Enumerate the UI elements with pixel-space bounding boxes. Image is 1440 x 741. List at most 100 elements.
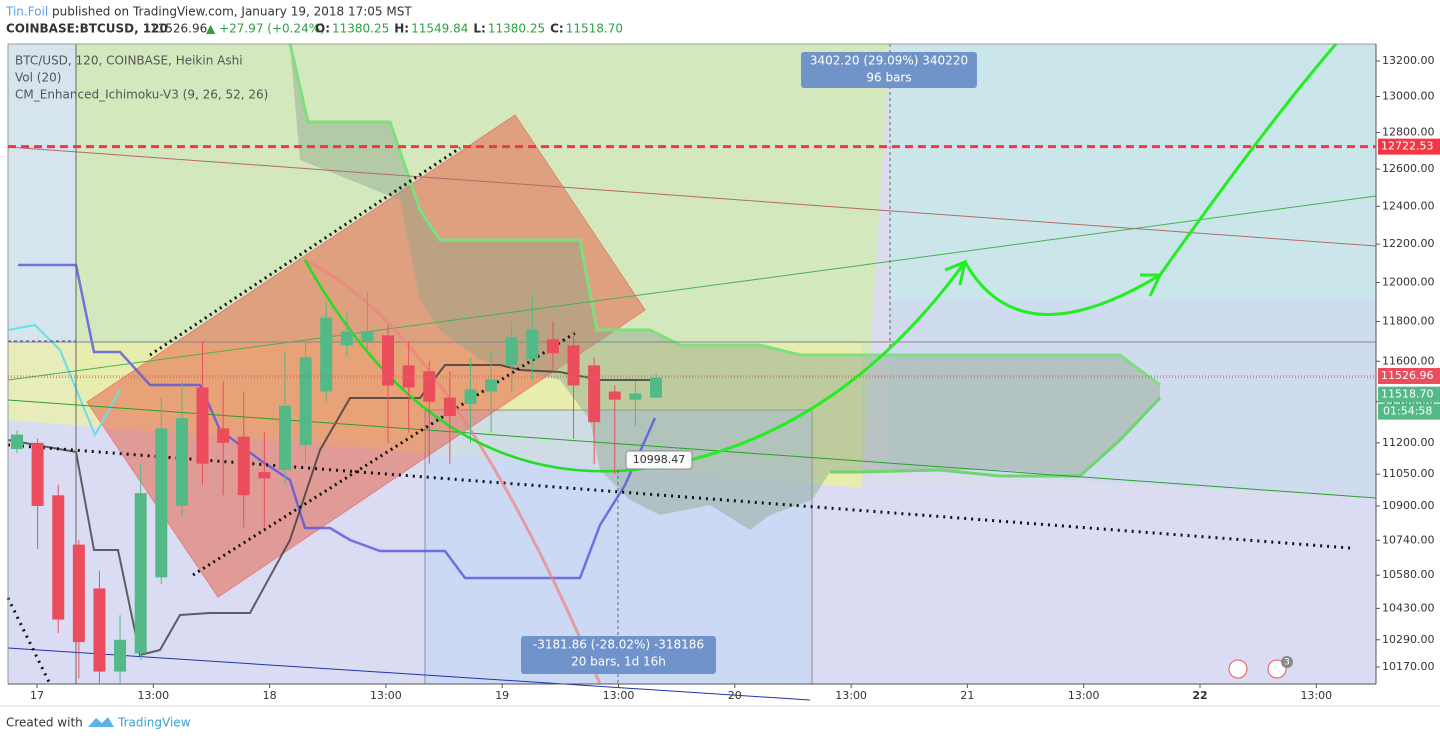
trend-line	[7, 647, 811, 701]
x-tick-label: 13:00	[1300, 689, 1332, 702]
candle-body	[546, 339, 559, 354]
senkou-b	[830, 396, 1162, 478]
event-icon[interactable]	[1228, 659, 1248, 679]
candle-body	[320, 317, 333, 392]
candle-body	[361, 331, 374, 342]
candle-body	[402, 365, 415, 388]
legend-entry: BTC/USD, 120, COINBASE, Heikin Ashi	[15, 54, 243, 68]
x-tick-label: 19	[495, 689, 509, 702]
dotted-line	[149, 146, 461, 357]
x-tick-label: 13:00	[603, 689, 635, 702]
ohlc-value: 11518.70	[566, 22, 623, 36]
x-tick-label: 13:00	[1068, 689, 1100, 702]
y-tick-label: 12600.00	[1382, 162, 1435, 175]
x-tick-label: 13:00	[137, 689, 169, 702]
y-tick-label: 11050.00	[1382, 467, 1435, 480]
candle-body	[93, 588, 106, 672]
y-tick-label: 13000.00	[1382, 89, 1435, 102]
price-tag-label: 11526.96	[1381, 369, 1434, 382]
candle-body	[72, 544, 85, 643]
candle-body	[155, 428, 168, 578]
y-tick-label: 13200.00	[1382, 54, 1435, 67]
candle-body	[443, 397, 456, 417]
y-tick-label: 12000.00	[1382, 276, 1435, 289]
x-tick-label: 13:00	[370, 689, 402, 702]
ohlc-label: C:	[550, 22, 564, 36]
countdown-tag	[1378, 403, 1440, 420]
x-tick-label: 21	[960, 689, 974, 702]
y-tick-label: 10580.00	[1382, 568, 1435, 581]
event-icon[interactable]	[1267, 659, 1287, 679]
published: published on TradingView.com, January 19…	[52, 5, 412, 19]
candle-body	[134, 493, 147, 654]
annotation-text: 20 bars, 1d 16h	[571, 655, 666, 669]
tenkan	[18, 263, 657, 580]
badge-bg	[1281, 656, 1293, 668]
x-tick-label: 18	[263, 689, 277, 702]
price-tag-label: 12722.53	[1381, 140, 1434, 153]
y-tick-label: 12800.00	[1382, 126, 1435, 139]
candle-body	[650, 377, 662, 398]
chikou	[7, 323, 121, 438]
candle-body	[567, 345, 580, 386]
annotation-text: -3181.86 (-28.02%) -318186	[533, 638, 704, 652]
target-zone	[890, 44, 1376, 344]
logo	[88, 717, 114, 727]
y-tick-label: 10290.00	[1382, 633, 1435, 646]
dotted-line	[6, 597, 52, 685]
countdown: 01:54:58	[1383, 405, 1432, 418]
annotation-text: 3402.20 (29.09%) 340220	[810, 54, 968, 68]
ohlc-value: 11380.25	[332, 22, 389, 36]
legend-entry: CM_Enhanced_Ichimoku-V3 (9, 26, 52, 26)	[15, 88, 268, 102]
annotation-box	[625, 450, 693, 470]
candle-body	[505, 337, 518, 366]
candles	[11, 292, 662, 684]
change: ▲ +27.97 (+0.24%)	[206, 22, 325, 36]
candle-body	[31, 442, 44, 506]
price-tag	[1378, 138, 1440, 155]
y-tick-label: 10900.00	[1382, 499, 1435, 512]
candle-body	[340, 331, 353, 346]
y-tick-label: 11800.00	[1382, 315, 1435, 328]
x-tick-label: 22	[1192, 689, 1207, 702]
last-price: 11526.96	[150, 22, 207, 36]
x-tick-label: 17	[30, 689, 44, 702]
overlay: 3402.20 (29.09%) 340220 96 bars -3181.86 (…	[521, 52, 977, 674]
senkou-a	[288, 43, 1161, 387]
price-tag	[1378, 386, 1440, 403]
ohlc-label: O:	[315, 22, 330, 36]
price-tag	[1378, 367, 1440, 384]
y-tick-label: 12200.00	[1382, 237, 1435, 250]
channel	[86, 114, 646, 598]
candle-body	[526, 329, 539, 360]
footer-text: Created with	[6, 716, 83, 730]
candle-body	[299, 357, 312, 445]
footer-link[interactable]: TradingView	[117, 716, 191, 730]
candle-body	[114, 639, 127, 672]
x-tick-label: 13:00	[835, 689, 867, 702]
ichimoku-cloud	[290, 44, 1160, 530]
annotation-text: 10998.47	[633, 453, 686, 466]
y-tick-label: 10740.00	[1382, 533, 1435, 546]
ohlc-value: 11549.84	[411, 22, 468, 36]
trend-line	[7, 399, 1377, 499]
annotation-box	[801, 52, 977, 88]
publisher[interactable]: Tin.Foil	[5, 5, 48, 19]
candle-body	[175, 418, 188, 506]
legend-entry: Vol (20)	[15, 71, 61, 85]
candle-body	[258, 472, 271, 479]
target-zone-lower	[890, 300, 1376, 498]
candle-body	[588, 365, 601, 423]
candle-body	[629, 393, 642, 400]
candle-body	[217, 428, 230, 443]
dotted-line	[7, 443, 1351, 550]
candle-body	[423, 371, 436, 402]
annotation-text: 96 bars	[866, 71, 911, 85]
price-tag-label: 11518.70	[1381, 388, 1434, 401]
x-tick-label: 20	[728, 689, 742, 702]
y-tick-label: 11600.00	[1382, 354, 1435, 367]
candle-body	[278, 405, 291, 470]
badge: 3	[1284, 658, 1290, 668]
ohlc-label: H:	[394, 22, 409, 36]
